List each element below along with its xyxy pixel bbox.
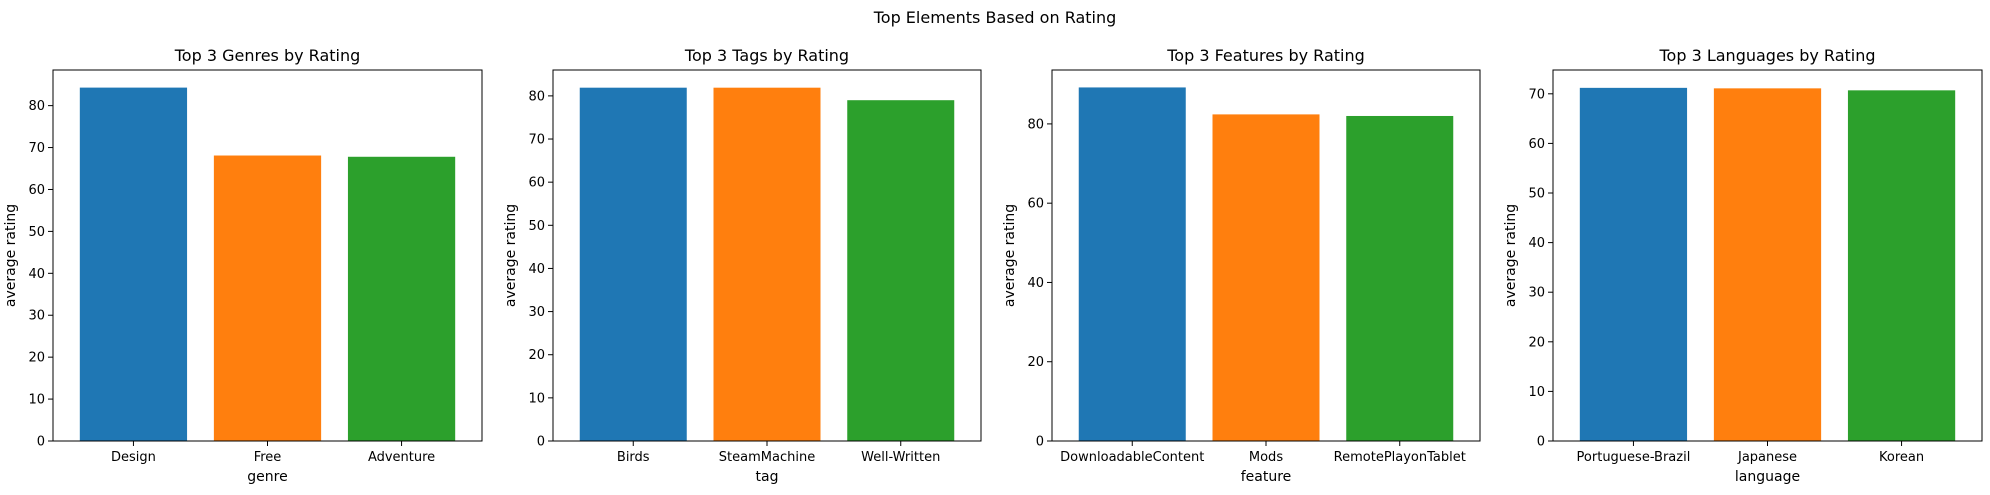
bar-japanese [1713, 88, 1822, 442]
x-axis-label: language [1735, 469, 1800, 485]
x-tick-label: Free [254, 450, 282, 465]
y-tick-label: 30 [528, 305, 545, 320]
y-tick-label: 60 [28, 183, 45, 198]
x-tick-label: Well-Written [861, 450, 940, 465]
y-tick-label: 30 [1528, 286, 1545, 301]
y-tick-label: 10 [1528, 385, 1545, 400]
y-axis-label: average rating [1002, 204, 1018, 307]
chart-panel-1: Top 3 Genres by Rating 0 10 20 30 40 50 60 70 80 D… [3, 46, 483, 485]
x-tick-label: Portuguese-Brazil [1577, 450, 1691, 465]
y-tick-label: 70 [1528, 87, 1545, 102]
bar-birds [579, 87, 687, 442]
y-tick-label: 0 [537, 435, 545, 450]
y-tick-label: 0 [37, 435, 45, 450]
x-axis-label: genre [247, 469, 287, 485]
bar-steammachine [713, 87, 821, 442]
y-tick-label: 0 [1537, 435, 1545, 450]
x-tick-label: Korean [1879, 450, 1924, 465]
chart-title: Top 3 Tags by Rating [684, 46, 849, 65]
y-tick-label: 60 [1027, 197, 1044, 212]
y-tick-label: 40 [28, 267, 45, 282]
y-tick-label: 40 [528, 262, 545, 277]
y-tick-label: 20 [28, 351, 45, 366]
x-tick-label: Adventure [368, 450, 435, 465]
y-tick-label: 50 [28, 225, 45, 240]
y-axis-label: average rating [3, 204, 19, 307]
y-tick-label: 80 [1027, 117, 1044, 132]
y-tick-label: 70 [28, 141, 45, 156]
y-tick-label: 20 [1528, 335, 1545, 350]
y-tick-label: 10 [528, 391, 545, 406]
y-tick-label: 0 [1036, 435, 1044, 450]
y-tick-label: 60 [528, 176, 545, 191]
x-axis-label: tag [756, 469, 779, 485]
bar-korean [1847, 90, 1956, 441]
chart-panel-3: Top 3 Features by Rating 0 20 40 60 80 Downloa… [1002, 46, 1481, 485]
y-tick-label: 80 [528, 89, 545, 104]
bar-well-written [847, 100, 955, 441]
y-axis-label: average rating [1503, 204, 1519, 307]
chart-panel-4: Top 3 Languages by Rating 0 10 20 30 40 50 60 70… [1503, 46, 1983, 485]
y-tick-label: 20 [528, 348, 545, 363]
x-tick-label: Birds [617, 450, 650, 465]
y-tick-label: 60 [1528, 137, 1545, 152]
x-tick-label: Mods [1249, 450, 1283, 465]
chart-title: Top 3 Genres by Rating [174, 46, 361, 65]
y-tick-label: 40 [1528, 236, 1545, 251]
bar-adventure [347, 156, 456, 441]
y-tick-label: 50 [528, 219, 545, 234]
x-tick-label: Japanese [1737, 450, 1797, 465]
x-tick-label: Design [111, 450, 156, 465]
y-tick-label: 20 [1027, 355, 1044, 370]
x-axis-label: feature [1241, 469, 1292, 485]
bar-design [79, 87, 188, 441]
x-tick-label: SteamMachine [719, 450, 815, 465]
chart-panel-2: Top 3 Tags by Rating 0 10 20 30 40 50 60 70 80 Bir… [503, 46, 982, 485]
figure-suptitle: Top Elements Based on Rating [873, 8, 1117, 27]
bar-mods [1212, 114, 1320, 442]
x-tick-label: DownloadableContent [1060, 450, 1204, 465]
y-tick-label: 10 [28, 393, 45, 408]
y-axis-label: average rating [503, 204, 519, 307]
y-tick-label: 70 [528, 133, 545, 148]
y-tick-label: 50 [1528, 187, 1545, 202]
y-tick-label: 30 [28, 309, 45, 324]
bar-remoteplayontablet [1346, 115, 1454, 441]
chart-title: Top 3 Languages by Rating [1658, 46, 1875, 65]
bar-free [213, 155, 322, 441]
chart-title: Top 3 Features by Rating [1166, 46, 1365, 65]
y-tick-label: 40 [1027, 276, 1044, 291]
x-tick-label: RemotePlayonTablet [1334, 450, 1466, 465]
bar-portuguese-brazil [1579, 87, 1688, 441]
bar-downloadablecontent [1078, 87, 1186, 441]
y-tick-label: 80 [28, 99, 45, 114]
